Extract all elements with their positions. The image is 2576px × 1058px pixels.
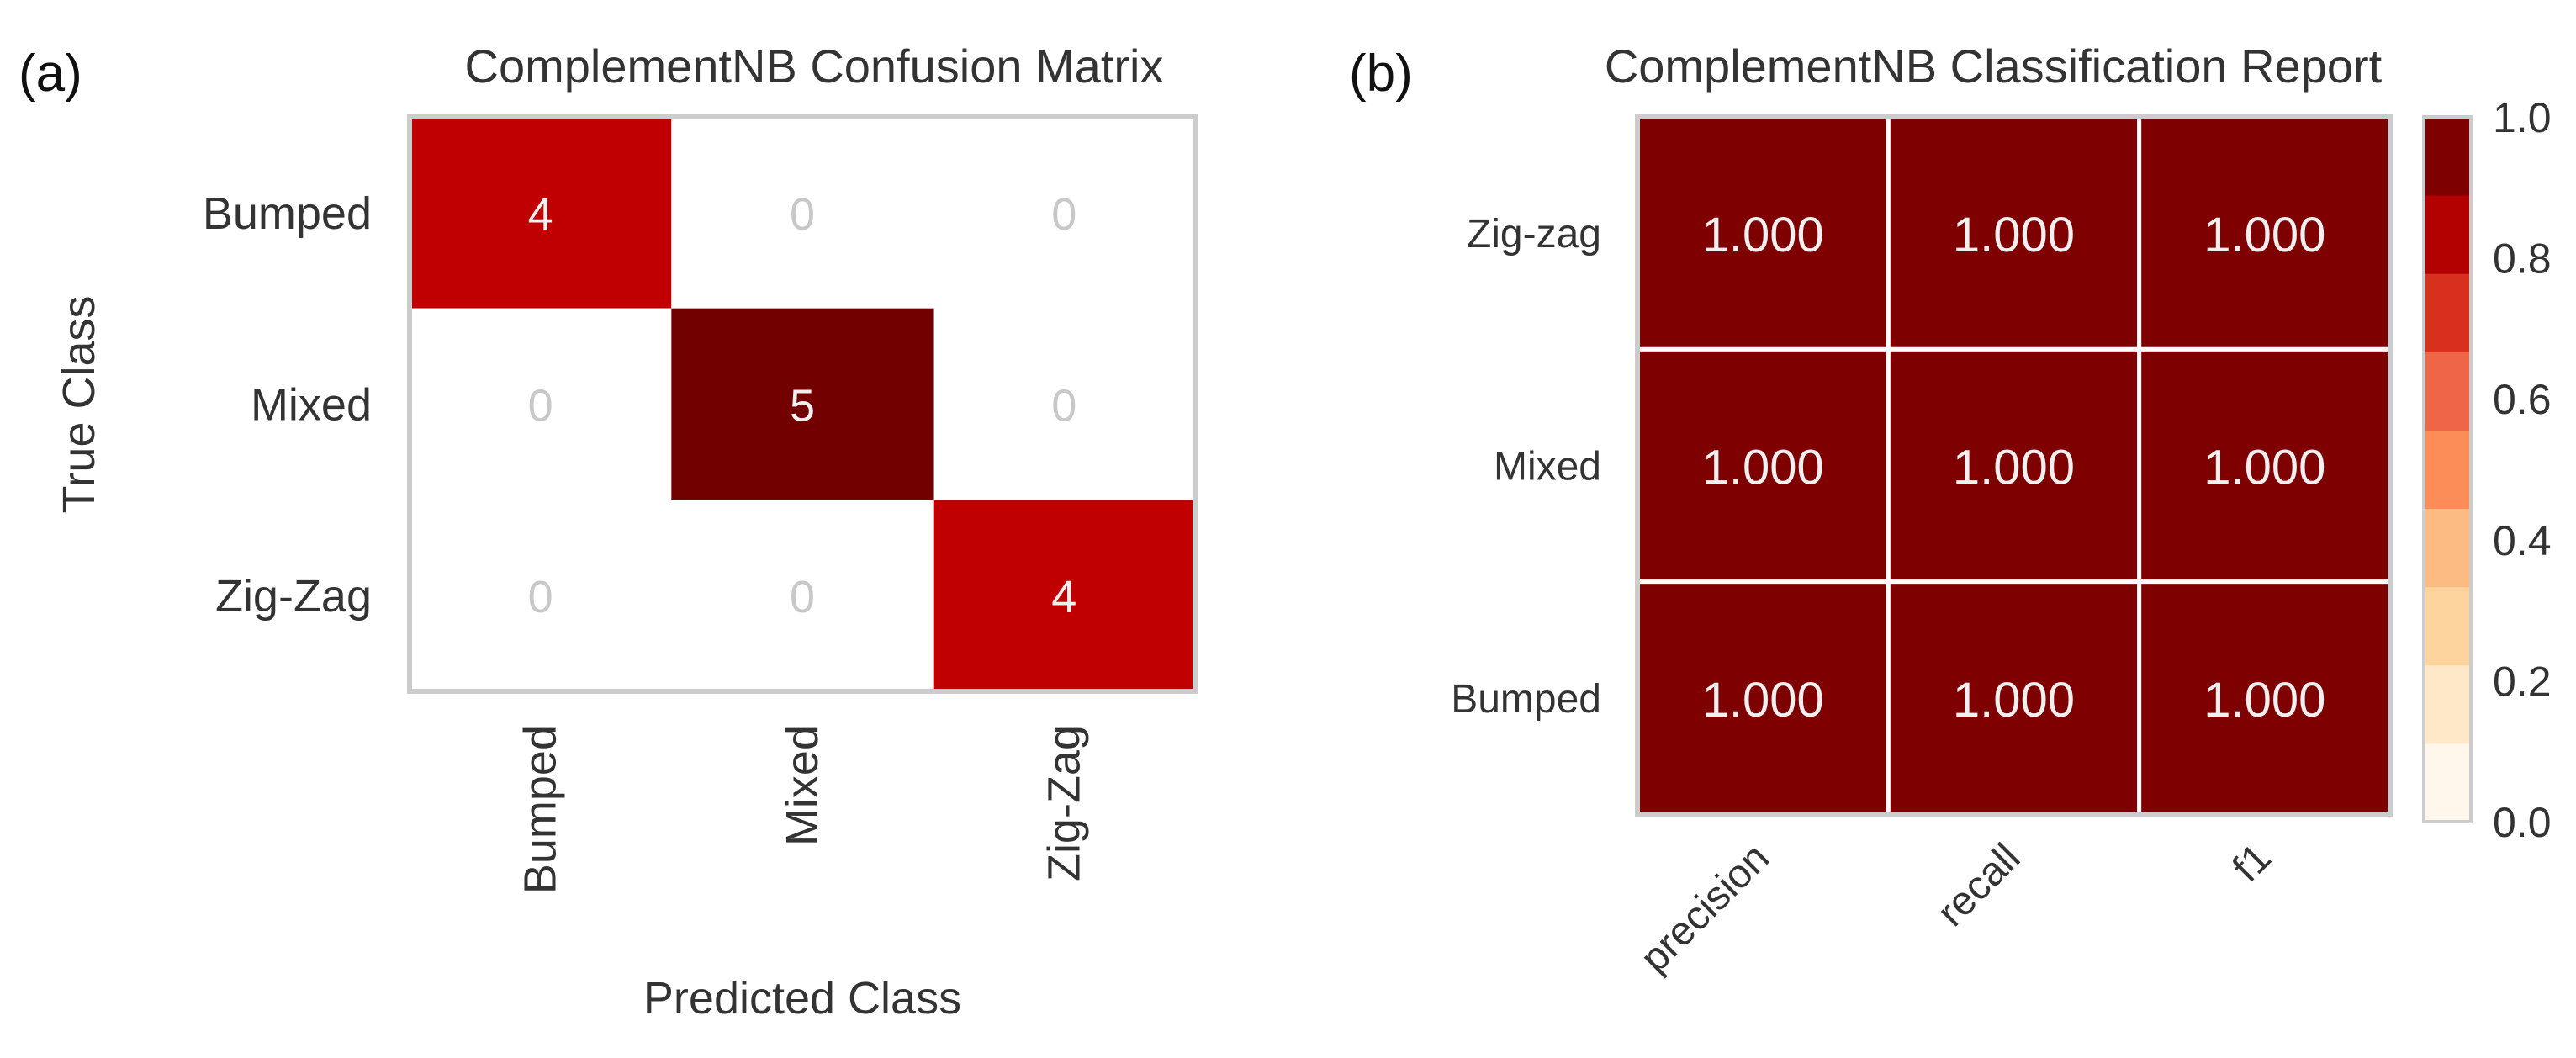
confusion-matrix-cell: [671, 117, 934, 309]
confusion-matrix-x-tick-label: Mixed: [777, 725, 828, 846]
colorbar-segment: [2424, 195, 2471, 274]
colorbar-segment: [2424, 273, 2471, 352]
classification-report-y-tick-label: Zig-zag: [1467, 212, 1601, 257]
confusion-matrix-frame: [407, 114, 1198, 694]
classification-report-x-tick-labels: precision recall f1: [1632, 835, 2280, 981]
confusion-matrix-cell: [933, 500, 1195, 691]
colorbar-tick-label: 1.0: [2493, 94, 2552, 141]
colorbar-tick-label: 0.8: [2493, 235, 2552, 283]
confusion-matrix-x-tick-labels: Bumped Mixed Zig-Zag: [516, 725, 1090, 894]
confusion-matrix-cell: [410, 308, 672, 500]
colorbar-segment: [2424, 743, 2471, 823]
confusion-matrix-y-tick-labels: Bumped Mixed Zig-Zag: [203, 188, 372, 622]
confusion-matrix-cell-value: 0: [790, 189, 815, 240]
confusion-matrix-x-tick-label: Bumped: [516, 725, 566, 894]
colorbar-segment: [2424, 430, 2471, 510]
confusion-matrix-cell-value: 0: [528, 572, 553, 622]
panel-label-b: (b): [1349, 45, 1413, 103]
classification-report-y-tick-labels: Zig-zag Mixed Bumped: [1451, 212, 1601, 722]
classification-report-panel: (b) ComplementNB Classification Report 1…: [1349, 40, 2552, 981]
classification-report-cell-value: 1.000: [1702, 208, 1824, 262]
confusion-matrix-title: ComplementNB Confusion Matrix: [465, 40, 1164, 93]
confusion-matrix-cell: [410, 500, 672, 691]
confusion-matrix-y-tick-label: Zig-Zag: [215, 571, 372, 622]
classification-report-title: ComplementNB Classification Report: [1605, 40, 2383, 93]
classification-report-cell-value: 1.000: [2203, 441, 2325, 495]
confusion-matrix-y-axis-label: True Class: [54, 295, 104, 513]
confusion-matrix-cell: [410, 117, 672, 309]
confusion-matrix-cell-value: 0: [528, 381, 553, 431]
classification-report-cells: 1.000 1.000 1.000 1.000 1.000 1.000 1.000 1.000…: [1635, 114, 2393, 817]
colorbar-frame: [2422, 115, 2473, 823]
classification-report-y-tick-label: Bumped: [1451, 677, 1601, 722]
confusion-matrix-cell: [933, 117, 1195, 309]
classification-report-cell-value: 1.000: [1702, 441, 1824, 495]
confusion-matrix-cell-value: 4: [1051, 572, 1076, 622]
confusion-matrix-y-tick-label: Bumped: [203, 188, 372, 239]
colorbar: [2422, 115, 2473, 823]
colorbar-segment: [2424, 664, 2471, 744]
classification-report-cell-value: 1.000: [1953, 441, 2075, 495]
classification-report-y-tick-label: Mixed: [1494, 445, 1601, 489]
classification-report-cell-value: 1.000: [1953, 208, 2075, 262]
confusion-matrix-x-axis-label: Predicted Class: [643, 973, 961, 1024]
colorbar-tick-labels: 0.0 0.2 0.4 0.6 0.8 1.0: [2493, 94, 2552, 846]
confusion-matrix-y-tick-label: Mixed: [251, 380, 372, 431]
classification-report-cell: [2137, 579, 2393, 817]
classification-report-x-tick-label: recall: [1929, 835, 2029, 935]
classification-report-cell-value: 1.000: [2203, 673, 2325, 727]
colorbar-segment: [2424, 117, 2471, 196]
colorbar-segment: [2424, 586, 2471, 666]
colorbar-segment: [2424, 352, 2471, 431]
colorbar-tick-label: 0.4: [2493, 517, 2552, 564]
confusion-matrix-cell-value: 4: [528, 189, 553, 240]
classification-report-cell-value: 1.000: [1702, 673, 1824, 727]
confusion-matrix-cell-value: 0: [1051, 189, 1076, 240]
classification-report-x-tick-label: precision: [1632, 835, 1778, 981]
confusion-matrix-cell: [933, 308, 1195, 500]
colorbar-tick-label: 0.2: [2493, 658, 2552, 705]
classification-report-cell: [1635, 579, 1891, 817]
classification-report-cell: [1635, 114, 1891, 352]
panel-label-a: (a): [19, 45, 82, 103]
classification-report-cell-value: 1.000: [2203, 208, 2325, 262]
confusion-matrix-cell: [671, 308, 934, 500]
confusion-matrix-cells: 4 0 0 0 5 0 0 0 4: [410, 117, 1195, 691]
classification-report-cell: [2137, 346, 2393, 585]
colorbar-segment: [2424, 508, 2471, 588]
confusion-matrix-x-tick-label: Zig-Zag: [1039, 725, 1089, 881]
colorbar-tick-label: 0.0: [2493, 799, 2552, 846]
confusion-matrix-cell-value: 5: [790, 381, 815, 431]
confusion-matrix-panel: (a) ComplementNB Confusion Matrix 4 0 0 0 5 0…: [19, 40, 1198, 1024]
classification-report-cell: [1886, 346, 2142, 585]
classification-report-x-tick-label: f1: [2224, 835, 2280, 891]
confusion-matrix-cell-value: 0: [790, 572, 815, 622]
confusion-matrix-cell-value: 0: [1051, 381, 1076, 431]
classification-report-frame: [1635, 114, 2393, 817]
classification-report-cell: [1886, 579, 2142, 817]
confusion-matrix-cell: [671, 500, 934, 691]
colorbar-tick-label: 0.6: [2493, 376, 2552, 423]
classification-report-cell-value: 1.000: [1953, 673, 2075, 727]
